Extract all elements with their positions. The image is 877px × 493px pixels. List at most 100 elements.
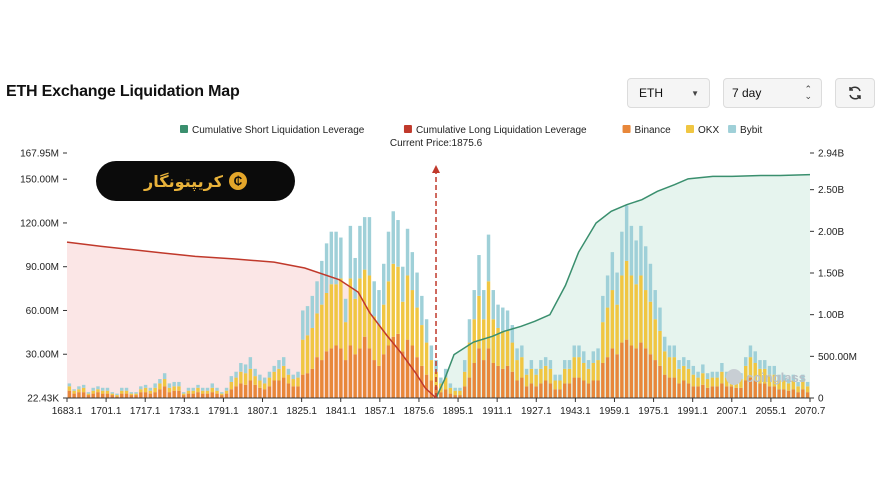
bar-okx [682,365,686,381]
refresh-button[interactable] [835,78,875,108]
bar-binance [262,389,267,398]
bar-okx [401,301,405,352]
bar-binance [315,357,319,398]
bar-okx [115,395,119,397]
bar-bybit [177,381,181,387]
bar-binance [467,377,472,398]
bar-okx [305,335,310,374]
bar-binance [101,393,105,398]
bar-okx [424,342,429,375]
y-right-tick-label: 500.00M [818,352,857,363]
bar-bybit [329,231,334,285]
bar-binance [624,339,629,398]
bar-binance [177,390,181,398]
bar-bybit [362,217,367,270]
bar-binance [224,393,229,398]
coin-select[interactable]: ETH ▼ [627,78,710,108]
bar-bybit [663,336,667,352]
bar-binance [305,373,310,398]
legend-swatch [622,125,631,133]
bar-okx [139,389,143,393]
bar-bybit [181,392,186,394]
bar-bybit [229,376,234,382]
crypto-logo-icon: ₵ [228,172,247,190]
bar-okx [386,281,391,346]
bar-okx [701,373,705,385]
bar-binance [634,348,638,398]
long-cumulative-area [67,242,437,398]
bar-binance [691,386,696,398]
bar-bybit [634,240,638,285]
bar-okx [253,376,257,385]
bar-okx [753,362,757,381]
bar-okx [505,330,510,366]
bar-binance [401,351,405,398]
bar-bybit [162,373,167,380]
bar-okx [181,393,186,396]
bar-bybit [515,348,519,361]
bar-binance [272,380,276,398]
legend-item: OKX [698,125,719,136]
bar-okx [124,390,129,394]
bar-binance [248,380,253,398]
bar-binance [158,389,162,398]
bar-bybit [358,225,362,279]
x-tick-label: 1683.1 [52,406,83,417]
bar-okx [281,365,286,378]
long-cumulative-line [66,241,437,399]
bar-okx [653,319,657,361]
bar-binance [91,393,95,398]
bar-okx [724,377,729,387]
bar-bybit [243,364,248,374]
bar-binance [115,396,119,398]
x-tick-label: 1991.1 [677,406,708,417]
bar-binance [567,383,572,398]
bar-binance [372,360,376,398]
x-tick-label: 1825.1 [286,406,317,417]
bar-binance [329,348,334,398]
bar-binance [696,386,700,398]
bar-binance [734,387,738,398]
bar-okx [691,374,696,387]
bar-okx [177,386,181,391]
bar-bybit [220,392,224,394]
bar-okx [805,386,810,393]
bar-binance [563,383,567,398]
bar-binance [548,383,553,398]
legend-swatch [403,125,412,133]
bar-bybit [158,379,162,384]
x-tick-label: 1857.1 [365,406,396,417]
bar-bybit [310,295,314,328]
bar-bybit [239,362,243,372]
bar-okx [510,342,515,372]
legend-swatch [728,125,737,133]
bar-bybit [115,393,119,396]
bar-binance [729,386,734,398]
bar-okx [315,313,319,358]
bar-okx [472,319,476,363]
bar-bybit [777,374,781,381]
bar-binance [358,348,362,398]
bar-bybit [720,362,724,372]
bar-binance [739,387,743,398]
bar-binance [582,380,586,398]
bar-binance [162,386,167,398]
bar-bybit [458,387,462,391]
range-select[interactable]: 7 day ⌃ ⌄ [723,78,822,108]
bar-okx [553,380,557,390]
bar-okx [443,377,448,390]
bar-bybit [91,387,95,391]
bar-okx [420,325,424,366]
bar-okx [215,390,219,394]
bar-binance [153,392,157,398]
bar-bybit [486,234,491,282]
bar-binance [367,348,372,398]
bar-bybit [201,387,205,391]
bar-binance [334,345,338,398]
y-left-tick-label: 22.43K [27,394,59,405]
bar-bybit [86,392,91,394]
bar-okx [667,357,672,378]
bar-okx [229,381,234,390]
bar-okx [786,383,791,391]
